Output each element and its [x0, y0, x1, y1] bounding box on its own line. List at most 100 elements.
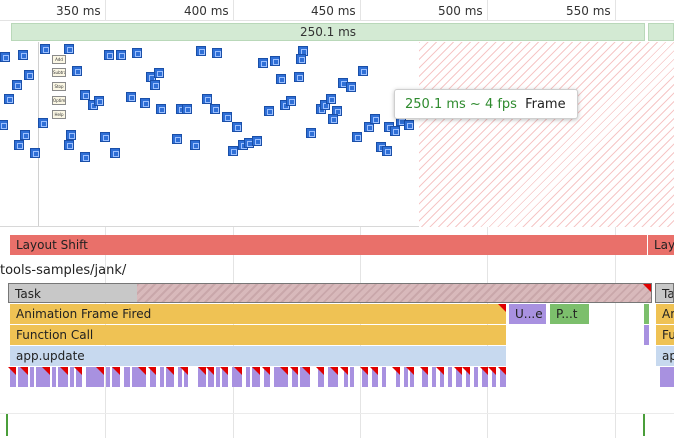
forced-layout-bar[interactable]	[178, 367, 182, 387]
forced-layout-bar[interactable]	[36, 367, 50, 387]
ruler-tick: 350 ms	[56, 4, 101, 18]
screenshot-button-label: Help	[52, 110, 66, 119]
app-update-bar[interactable]: app.update	[10, 346, 506, 366]
forced-layout-bar[interactable]	[448, 367, 452, 387]
square-sprite	[222, 112, 232, 122]
task-label: Task	[15, 287, 41, 301]
frames-track: 250.1 ms	[0, 21, 674, 42]
forced-layout-bar[interactable]	[454, 367, 462, 387]
task-bar[interactable]: Task	[655, 283, 674, 303]
animation-frame-bar[interactable]: Animation Frame Fired	[656, 304, 674, 324]
forced-layout-bar[interactable]	[370, 367, 378, 387]
square-sprite	[232, 122, 242, 132]
forced-layout-bar[interactable]	[198, 367, 206, 387]
square-sprite	[126, 92, 136, 102]
function-call-bar[interactable]: Function Call	[10, 325, 506, 345]
task-bar[interactable]: Task	[8, 283, 652, 303]
paint-bar[interactable]	[644, 304, 649, 324]
forced-layout-bar[interactable]	[350, 367, 354, 387]
forced-layout-bar[interactable]	[70, 367, 74, 387]
forced-layout-bar[interactable]	[316, 367, 324, 387]
screenshot-button-label: Subtract 10	[52, 68, 66, 77]
frame-block[interactable]: 250.1 ms	[11, 23, 645, 41]
update-layer-tree-bar[interactable]: U...e	[509, 304, 546, 324]
square-sprite	[18, 50, 28, 60]
forced-layout-bar[interactable]	[132, 367, 146, 387]
paint-bar[interactable]: P...t	[550, 304, 589, 324]
square-sprite	[276, 74, 286, 84]
forced-layout-bar[interactable]	[52, 367, 56, 387]
time-ruler[interactable]: 350 ms 400 ms 450 ms 500 ms 550 ms	[0, 0, 674, 21]
square-sprite	[404, 120, 414, 130]
ruler-tick: 400 ms	[184, 4, 229, 18]
layout-shift-track: Layout Shift Layout Shift	[0, 235, 674, 255]
square-sprite	[64, 44, 74, 54]
forced-layout-bar[interactable]	[300, 367, 310, 387]
forced-layout-bar[interactable]	[660, 367, 674, 387]
square-sprite	[190, 140, 200, 150]
square-sprite	[14, 140, 24, 150]
forced-layout-bar[interactable]	[406, 367, 414, 387]
frame-block[interactable]	[648, 23, 674, 41]
frame-screenshots-area[interactable]: Add 10 Subtract 10 Stop Optimize Help 25…	[0, 42, 674, 227]
layout-shift-bar[interactable]: Layout Shift	[10, 235, 647, 255]
forced-layout-bar[interactable]	[404, 367, 408, 387]
layout-bar[interactable]	[644, 325, 649, 345]
forced-layout-bar[interactable]	[360, 367, 368, 387]
forced-layout-bar[interactable]	[58, 367, 68, 387]
forced-layout-bar[interactable]	[232, 367, 242, 387]
forced-layout-bar[interactable]	[262, 367, 270, 387]
forced-layout-bar[interactable]	[148, 367, 156, 387]
forced-layout-bar[interactable]	[274, 367, 288, 387]
forced-layout-bar[interactable]	[420, 367, 428, 387]
forced-layout-bar[interactable]	[106, 367, 110, 387]
forced-layout-bar[interactable]	[216, 367, 220, 387]
forced-layout-bar[interactable]	[112, 367, 120, 387]
forced-layout-bar[interactable]	[436, 367, 444, 387]
forced-layout-bar[interactable]	[252, 367, 260, 387]
dropped-frame-hatch	[419, 42, 674, 227]
square-sprite	[252, 136, 262, 146]
forced-layout-bar[interactable]	[166, 367, 174, 387]
forced-layout-bar[interactable]	[8, 367, 16, 387]
forced-layout-bar[interactable]	[432, 367, 436, 387]
forced-layout-bar[interactable]	[18, 367, 28, 387]
square-sprite	[38, 118, 48, 128]
square-sprite	[24, 70, 34, 80]
square-sprite	[264, 106, 274, 116]
ruler-tick: 550 ms	[566, 4, 611, 18]
forced-layout-bar[interactable]	[124, 367, 130, 387]
forced-layout-bar[interactable]	[160, 367, 164, 387]
forced-layout-bar[interactable]	[392, 367, 400, 387]
square-sprite	[94, 96, 104, 106]
function-call-bar[interactable]: Function Call	[656, 325, 674, 345]
square-sprite	[100, 132, 110, 142]
forced-layout-bar[interactable]	[206, 367, 214, 387]
forced-layout-bar[interactable]	[290, 367, 298, 387]
thread-url[interactable]: tools-samples/jank/	[0, 263, 127, 278]
forced-layout-bar[interactable]	[474, 367, 478, 387]
forced-layout-bar[interactable]	[74, 367, 82, 387]
animation-frame-bar[interactable]: Animation Frame Fired	[10, 304, 506, 324]
layout-shift-bar[interactable]: Layout Shift	[648, 235, 674, 255]
forced-layout-bar[interactable]	[480, 367, 488, 387]
forced-layout-bar[interactable]	[462, 367, 470, 387]
forced-layout-bar[interactable]	[220, 367, 228, 387]
forced-layout-bar[interactable]	[30, 367, 34, 387]
forced-layout-bar[interactable]	[328, 367, 338, 387]
long-task-hatch	[137, 284, 651, 302]
square-sprite	[352, 132, 362, 142]
app-update-bar[interactable]: app.update	[656, 346, 674, 366]
forced-layout-bar[interactable]	[488, 367, 496, 387]
forced-layout-bar[interactable]	[246, 367, 250, 387]
square-sprite	[156, 104, 166, 114]
forced-layout-bar[interactable]	[180, 367, 188, 387]
square-sprite	[172, 134, 182, 144]
forced-layout-bar[interactable]	[498, 367, 506, 387]
square-sprite	[182, 104, 192, 114]
frame-tooltip: 250.1 ms ~ 4 fps Frame	[394, 89, 578, 119]
square-sprite	[202, 94, 212, 104]
forced-layout-bar[interactable]	[382, 367, 386, 387]
forced-layout-bar[interactable]	[86, 367, 104, 387]
forced-layout-bar[interactable]	[340, 367, 348, 387]
